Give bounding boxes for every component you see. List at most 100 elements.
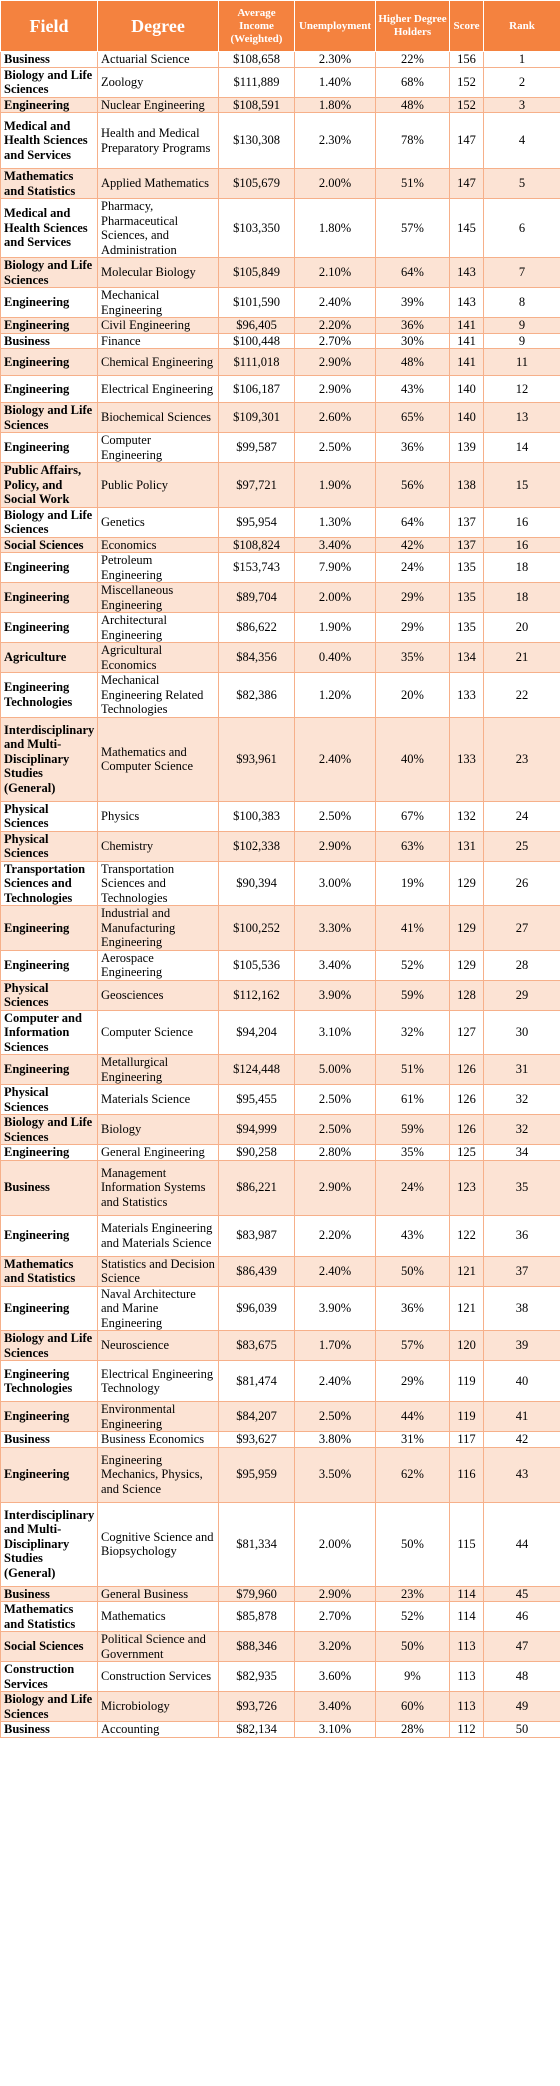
- cell-unemployment: 2.70%: [294, 1601, 376, 1632]
- cell-unemployment: 3.40%: [294, 949, 376, 981]
- cell-rank: 36: [483, 1214, 560, 1257]
- cell-average-income: $82,134: [218, 1721, 295, 1738]
- cell-rank: 12: [483, 375, 560, 403]
- cell-score: 125: [449, 1144, 484, 1161]
- cell-field: Public Affairs, Policy, and Social Work: [0, 462, 98, 508]
- cell-degree: Computer Science: [97, 1009, 219, 1055]
- cell-field: Mathematics and Statistics: [0, 1601, 98, 1632]
- cell-score: 137: [449, 506, 484, 538]
- cell-score: 152: [449, 66, 484, 98]
- table-row: Medical and Health Sciences and Services…: [0, 198, 560, 258]
- table-row: Engineering Technologies Mechanical Engin…: [0, 672, 560, 718]
- cell-average-income: $94,204: [218, 1009, 295, 1055]
- cell-unemployment: 0.40%: [294, 642, 376, 673]
- table-row: Biology and Life Sciences Zoology $111,889…: [0, 66, 560, 98]
- cell-unemployment: 2.40%: [294, 287, 376, 318]
- cell-unemployment: 2.50%: [294, 432, 376, 463]
- table-row: Engineering Miscellaneous Engineering $89,…: [0, 582, 560, 613]
- cell-score: 113: [449, 1691, 484, 1722]
- cell-degree: Microbiology: [97, 1691, 219, 1722]
- cell-unemployment: 2.70%: [294, 332, 376, 349]
- table-row: Transportation Sciences and Technologies…: [0, 860, 560, 906]
- cell-field: Transportation Sciences and Technologies: [0, 860, 98, 906]
- cell-average-income: $105,849: [218, 257, 295, 288]
- cell-average-income: $101,590: [218, 287, 295, 318]
- cell-higher-degree-holders: 41%: [375, 905, 450, 951]
- cell-degree: Molecular Biology: [97, 257, 219, 288]
- cell-unemployment: 1.30%: [294, 506, 376, 538]
- cell-field: Engineering: [0, 287, 98, 318]
- cell-rank: 26: [483, 860, 560, 906]
- table-row: Physical Sciences Chemistry $102,338 2.90% 6…: [0, 830, 560, 862]
- cell-average-income: $103,350: [218, 198, 295, 258]
- cell-degree: Petroleum Engineering: [97, 552, 219, 583]
- cell-average-income: $111,018: [218, 348, 295, 376]
- cell-score: 121: [449, 1285, 484, 1331]
- cell-average-income: $130,308: [218, 112, 295, 169]
- cell-higher-degree-holders: 39%: [375, 287, 450, 318]
- cell-rank: 49: [483, 1691, 560, 1722]
- cell-score: 113: [449, 1631, 484, 1662]
- cell-unemployment: 1.90%: [294, 612, 376, 643]
- cell-field: Engineering: [0, 612, 98, 643]
- cell-field: Engineering: [0, 96, 98, 113]
- cell-field: Social Sciences: [0, 536, 98, 553]
- table-row: Engineering General Engineering $90,258 2.8…: [0, 1144, 560, 1161]
- cell-higher-degree-holders: 63%: [375, 830, 450, 862]
- cell-rank: 15: [483, 462, 560, 508]
- table-row: Business General Business $79,960 2.90% 23% 1…: [0, 1585, 560, 1602]
- cell-higher-degree-holders: 32%: [375, 1009, 450, 1055]
- cell-score: 129: [449, 905, 484, 951]
- cell-degree: Zoology: [97, 66, 219, 98]
- cell-rank: 39: [483, 1330, 560, 1361]
- header-rank: Rank: [483, 0, 560, 52]
- cell-unemployment: 2.40%: [294, 716, 376, 802]
- cell-score: 114: [449, 1585, 484, 1602]
- cell-higher-degree-holders: 60%: [375, 1691, 450, 1722]
- cell-higher-degree-holders: 29%: [375, 582, 450, 613]
- cell-average-income: $81,474: [218, 1360, 295, 1402]
- cell-higher-degree-holders: 29%: [375, 1360, 450, 1402]
- cell-score: 128: [449, 979, 484, 1011]
- cell-score: 121: [449, 1255, 484, 1287]
- cell-degree: Engineering Mechanics, Physics, and Scie…: [97, 1446, 219, 1503]
- cell-unemployment: 2.10%: [294, 257, 376, 288]
- table-body: Business Actuarial Science $108,658 2.30% 22…: [0, 51, 560, 1738]
- cell-degree: Electrical Engineering: [97, 375, 219, 403]
- cell-higher-degree-holders: 19%: [375, 860, 450, 906]
- cell-unemployment: 1.70%: [294, 1330, 376, 1361]
- cell-unemployment: 2.50%: [294, 1401, 376, 1432]
- cell-field: Engineering: [0, 905, 98, 951]
- cell-degree: Biochemical Sciences: [97, 402, 219, 433]
- cell-rank: 9: [483, 317, 560, 334]
- table-row: Biology and Life Sciences Molecular Biolo…: [0, 257, 560, 288]
- cell-average-income: $86,622: [218, 612, 295, 643]
- cell-average-income: $95,455: [218, 1084, 295, 1115]
- cell-degree: Business Economics: [97, 1431, 219, 1448]
- cell-higher-degree-holders: 36%: [375, 1285, 450, 1331]
- table-row: Agriculture Agricultural Economics $84,356…: [0, 642, 560, 673]
- table-row: Medical and Health Sciences and Services…: [0, 112, 560, 169]
- cell-field: Medical and Health Sciences and Services: [0, 112, 98, 169]
- header-higher-degree-holders: Higher Degree Holders: [375, 0, 450, 52]
- cell-higher-degree-holders: 50%: [375, 1255, 450, 1287]
- cell-average-income: $153,743: [218, 552, 295, 583]
- cell-unemployment: 2.00%: [294, 582, 376, 613]
- cell-average-income: $86,221: [218, 1159, 295, 1216]
- cell-higher-degree-holders: 31%: [375, 1431, 450, 1448]
- table-row: Engineering Technologies Electrical Engin…: [0, 1360, 560, 1402]
- cell-score: 147: [449, 112, 484, 169]
- cell-field: Interdisciplinary and Multi-Disciplinary…: [0, 1501, 98, 1587]
- cell-higher-degree-holders: 52%: [375, 949, 450, 981]
- cell-average-income: $105,679: [218, 168, 295, 199]
- cell-average-income: $108,824: [218, 536, 295, 553]
- cell-score: 119: [449, 1401, 484, 1432]
- cell-rank: 20: [483, 612, 560, 643]
- cell-average-income: $96,405: [218, 317, 295, 334]
- cell-score: 117: [449, 1431, 484, 1448]
- cell-higher-degree-holders: 59%: [375, 979, 450, 1011]
- cell-rank: 21: [483, 642, 560, 673]
- cell-score: 115: [449, 1501, 484, 1587]
- cell-field: Business: [0, 51, 98, 68]
- cell-average-income: $112,162: [218, 979, 295, 1011]
